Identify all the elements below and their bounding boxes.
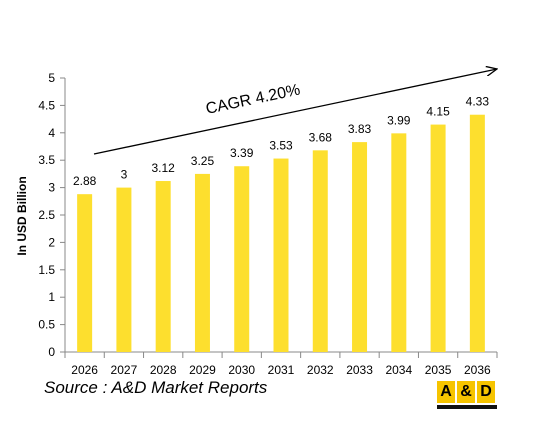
logo-letter-d: D [477,381,495,403]
bar [234,166,250,352]
bar [312,150,328,352]
y-tick-label: 0.5 [38,318,55,332]
data-labels: 2.88 3 3.12 3.25 3.39 3.53 3.68 3.83 3.99 4.15 4.3… [73,95,489,188]
bar [352,142,368,352]
bar [391,133,407,352]
y-tick-label: 2.5 [38,208,55,222]
x-tick-label: 2027 [111,363,138,377]
x-tick-label: 2036 [464,363,491,377]
y-axis: 0 0.5 1 1.5 2 2.5 3 3.5 4 4.5 5 [38,71,66,359]
x-tick-label: 2030 [228,363,255,377]
data-label: 3.83 [348,122,372,136]
logo-letter-a: A [437,381,455,403]
cagr-label: CAGR 4.20% [204,81,301,117]
bars [77,114,485,352]
bar [77,194,93,352]
x-tick-label: 2034 [385,363,412,377]
x-tick-label: 2031 [268,363,295,377]
data-label: 3.68 [309,130,333,144]
data-label: 2.88 [73,174,97,188]
data-label: 3.99 [387,113,411,127]
bar [430,124,446,352]
x-tick-label: 2033 [346,363,373,377]
cagr-arrow [93,69,497,155]
x-tick-label: 2029 [189,363,216,377]
x-tick-label: 2032 [307,363,334,377]
bar [469,114,485,352]
data-label: 3.53 [269,139,293,153]
y-tick-label: 1 [48,290,55,304]
y-tick-label: 4 [48,126,55,140]
logo-ampersand: & [457,381,475,403]
data-label: 4.15 [426,105,450,119]
data-label: 3.12 [152,161,176,175]
y-tick-label: 5 [48,71,55,85]
bar [155,181,171,352]
ad-logo: A & D [437,381,497,409]
x-tick-label: 2028 [150,363,177,377]
y-tick-label: 3 [48,181,55,195]
logo-strip [437,405,497,409]
x-axis: 2026 2027 2028 2029 2030 2031 2032 2033 2034 2035… [64,351,498,377]
data-label: 3.25 [191,154,215,168]
y-tick-label: 3.5 [38,153,55,167]
bar [194,173,210,352]
y-tick-label: 2 [48,235,55,249]
y-tick-label: 4.5 [38,98,55,112]
bar [116,187,132,352]
source-note: Source : A&D Market Reports [44,378,268,397]
bar [273,158,289,352]
data-label: 3 [121,168,128,182]
y-tick-label: 0 [48,345,55,359]
data-label: 3.39 [230,146,254,160]
y-axis-label: In USD Billion [15,176,29,255]
data-label: 4.33 [466,95,490,109]
x-tick-label: 2035 [425,363,452,377]
y-tick-label: 1.5 [38,263,55,277]
x-tick-label: 2026 [71,363,98,377]
